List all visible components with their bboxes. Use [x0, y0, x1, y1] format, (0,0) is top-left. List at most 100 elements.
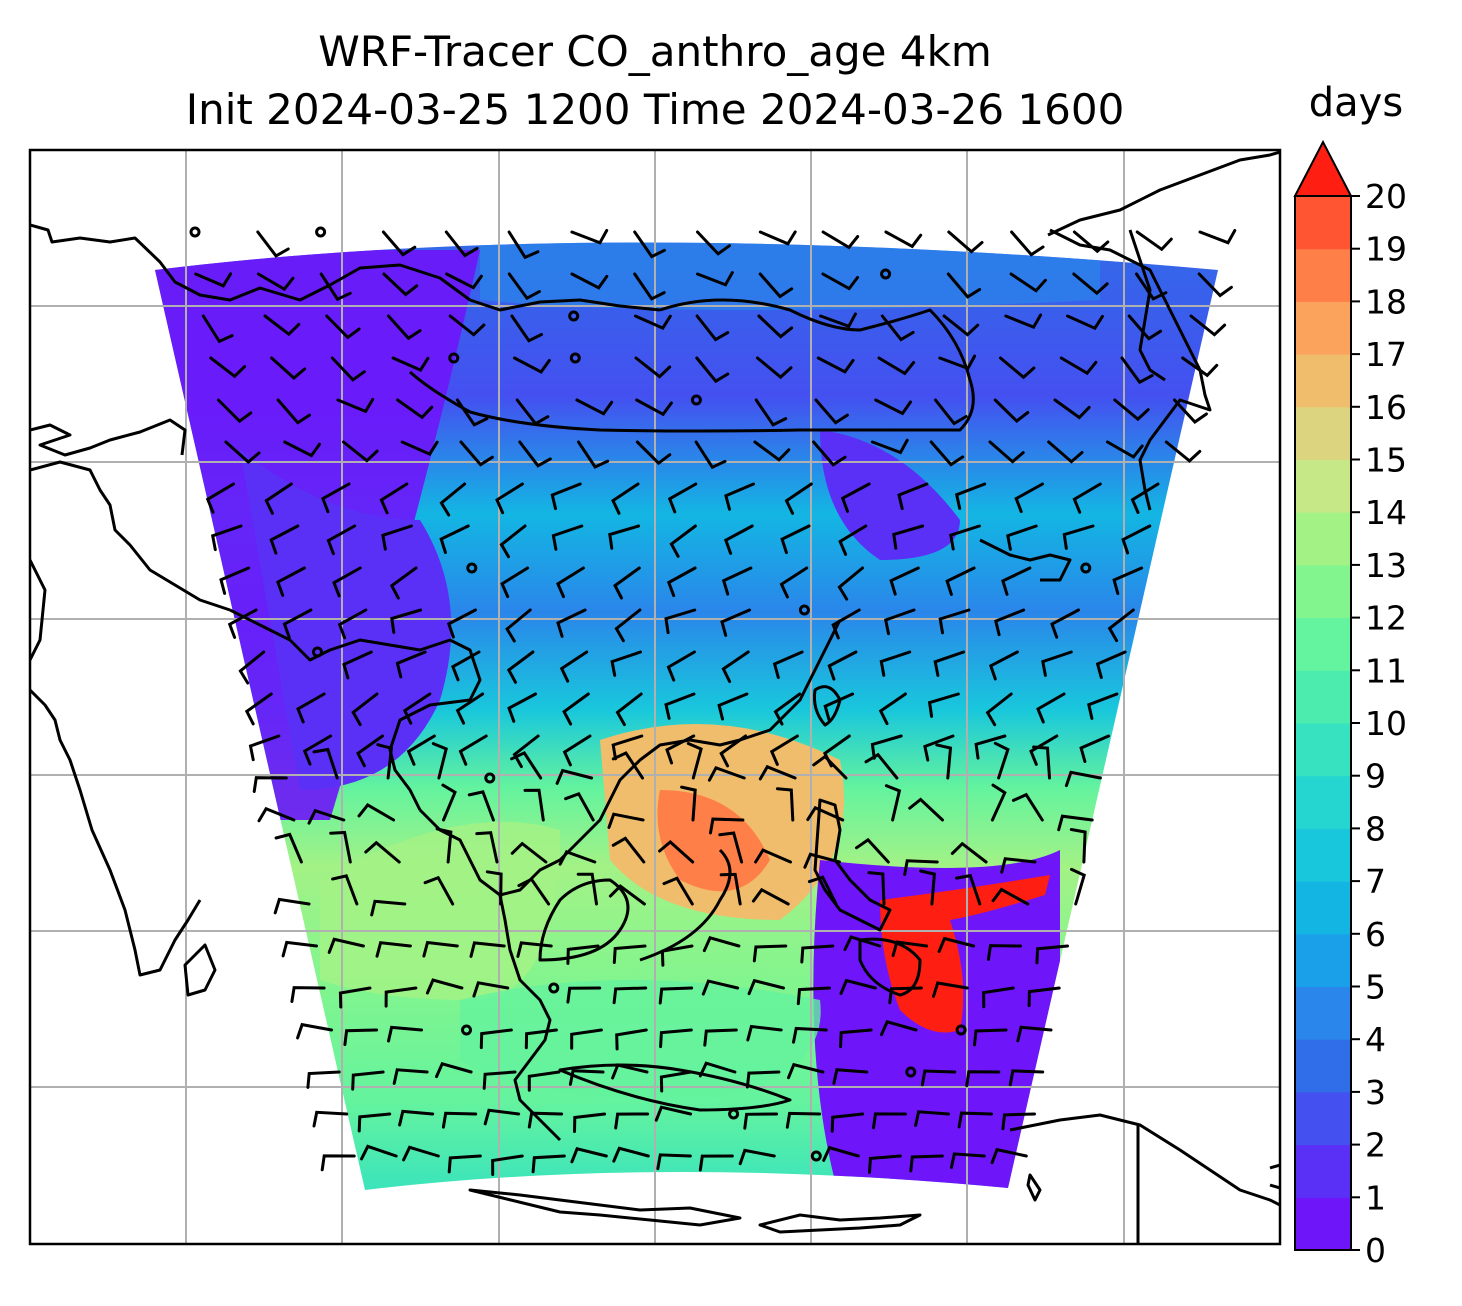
wind-barb: [562, 734, 592, 767]
wind-barb: [719, 872, 742, 906]
wind-barb: [351, 1070, 385, 1091]
wind-barb: [273, 897, 311, 915]
wind-barb: [515, 398, 550, 426]
colorbar-segment: [1295, 1144, 1351, 1198]
wind-barb: [694, 440, 727, 470]
wind-barb: [326, 524, 357, 556]
wind-barb: [1062, 524, 1095, 550]
wind-barb: [269, 524, 300, 555]
wind-barb: [827, 650, 858, 681]
colorbar-tick-label: 19: [1365, 230, 1407, 269]
wind-barb: [908, 797, 944, 822]
wind-barb: [914, 1110, 950, 1127]
wind-barb: [566, 944, 600, 965]
wind-barb: [1164, 440, 1202, 463]
wind-barb: [570, 1028, 603, 1050]
wind-barb: [331, 874, 359, 906]
wind-barb: [1095, 650, 1127, 679]
wind-barb: [892, 524, 925, 550]
wind-barb: [343, 1028, 379, 1047]
wind-barb: [656, 1153, 692, 1171]
wind-barb: [312, 747, 339, 780]
calm-wind-marker: [315, 226, 327, 238]
wind-barb: [720, 608, 751, 637]
wind-barb: [990, 783, 1007, 822]
wind-barb: [938, 354, 977, 371]
wind-barb: [321, 482, 351, 514]
wind-barb: [507, 230, 540, 260]
wind-barb: [884, 230, 923, 249]
wind-barb: [1181, 356, 1219, 378]
colorbar-tick-label: 7: [1365, 862, 1386, 901]
wind-barb: [556, 608, 587, 638]
wind-barb: [327, 937, 365, 954]
wind-barb: [1130, 482, 1160, 514]
wind-barb: [662, 876, 694, 906]
wind-barb: [665, 734, 696, 765]
wind-barb: [745, 1070, 781, 1089]
wind-barb: [392, 1068, 429, 1085]
wind-barb: [608, 884, 646, 906]
wind-barb: [573, 1112, 607, 1133]
wind-barb: [445, 272, 483, 290]
wind-barb: [872, 1112, 907, 1130]
wind-barb: [830, 1112, 865, 1133]
wind-barb: [950, 841, 988, 864]
wind-barb: [816, 356, 855, 374]
wind-barb: [878, 692, 907, 726]
wind-barb: [1189, 314, 1227, 337]
wind-barb: [888, 986, 923, 1005]
wind-barb: [614, 1112, 650, 1130]
wind-barb: [1072, 482, 1102, 514]
wind-barb: [988, 440, 1025, 464]
wind-barb: [274, 832, 303, 864]
wind-barb: [252, 776, 288, 793]
wind-barb: [855, 837, 890, 864]
calm-wind-marker: [1080, 562, 1092, 574]
wind-barb: [955, 873, 982, 906]
wind-barb: [1087, 692, 1119, 720]
wind-barb: [483, 1108, 521, 1126]
calm-wind-marker: [569, 352, 581, 364]
calm-wind-marker: [690, 394, 702, 406]
wind-barb: [1121, 524, 1152, 555]
wind-barb: [1173, 398, 1208, 424]
wind-barb: [758, 272, 794, 299]
wind-barb: [527, 1111, 564, 1129]
colorbar-segment: [1295, 1039, 1351, 1093]
wind-barb: [384, 986, 418, 1008]
wind-barb: [435, 827, 453, 864]
wind-barb: [512, 734, 540, 769]
wind-barb: [717, 692, 749, 721]
colorbar-segment: [1295, 723, 1351, 777]
wind-barb: [556, 566, 585, 599]
wind-barb: [290, 986, 326, 1003]
wind-barb: [338, 986, 372, 1009]
map-gridlines: [30, 150, 1280, 1244]
wind-barb: [495, 482, 524, 515]
wind-barb: [746, 1024, 783, 1042]
wind-barb: [395, 650, 427, 679]
wind-barb: [360, 1144, 398, 1161]
wind-barb: [923, 734, 955, 762]
wind-barb: [337, 608, 368, 640]
wind-barb: [993, 741, 1010, 780]
wind-barb: [210, 524, 243, 552]
wind-barb: [654, 1105, 693, 1122]
wind-barb: [441, 783, 457, 822]
wind-barb: [949, 524, 981, 551]
wind-barb: [446, 608, 477, 639]
wind-barb: [1016, 1025, 1053, 1043]
wind-barb: [612, 1146, 650, 1163]
wind-barb: [491, 1154, 524, 1176]
wind-barb: [357, 802, 396, 822]
colorbar-segment: [1295, 354, 1351, 408]
wind-barb: [877, 356, 916, 376]
wind-barb: [607, 812, 645, 829]
wind-barb: [666, 650, 696, 682]
wind-barb: [576, 872, 598, 906]
wind-barb: [831, 608, 861, 640]
wind-barb: [357, 1112, 392, 1133]
